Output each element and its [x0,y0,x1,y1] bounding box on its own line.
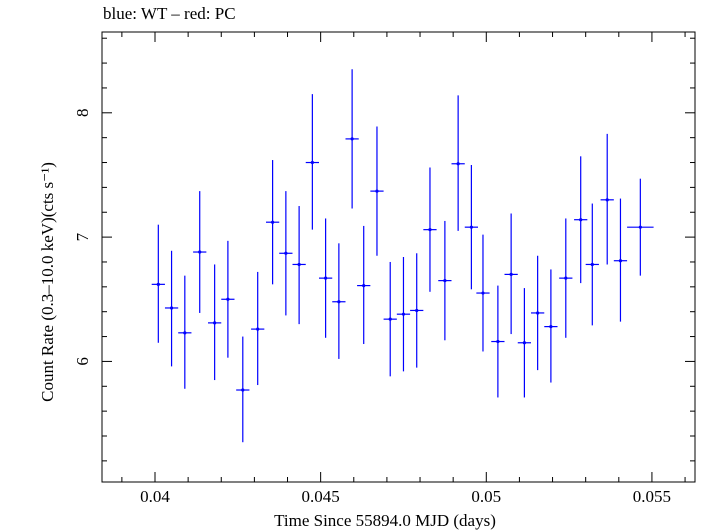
data-point [279,191,293,316]
y-tick-label: 8 [73,109,92,118]
point-marker [156,282,160,286]
point-marker [638,225,642,229]
point-marker [310,160,314,165]
data-point [332,243,346,359]
point-marker [226,297,230,301]
data-point [544,269,558,383]
data-point [357,225,371,345]
point-marker [579,218,583,222]
x-tick-label: 0.04 [140,487,170,506]
data-point [438,220,452,341]
point-marker [375,189,379,193]
point-marker [169,306,174,310]
point-marker [350,137,354,141]
point-marker [241,388,245,392]
point-marker [271,220,275,224]
data-point [164,250,179,367]
point-marker [509,272,513,277]
data-point [464,165,479,290]
data-point [613,198,628,322]
point-marker [324,276,328,280]
point-marker [284,251,288,255]
data-point [559,218,573,338]
point-marker [496,339,500,344]
point-marker [549,325,553,329]
data-point [208,264,222,381]
y-tick-label: 6 [73,357,92,366]
data-point [151,224,165,343]
point-marker [481,291,485,295]
data-point [627,178,654,276]
data-layer [151,69,654,443]
y-axis-label: Count Rate (0.3–10.0 keV)(cts s⁻¹) [38,162,57,402]
data-point [491,285,505,398]
data-point [305,94,319,230]
data-point [236,336,250,443]
data-point [251,271,265,386]
x-tick-label: 0.05 [471,487,501,506]
data-point [531,255,545,371]
x-tick-label: 0.045 [302,487,340,506]
point-marker [297,262,301,267]
axis-layer: 0.04 0.045 0.05 0.055 6 7 8 [73,32,695,506]
data-point [451,95,465,231]
data-point [574,156,588,284]
point-marker [428,228,432,232]
data-point [504,213,518,335]
data-point [396,257,411,372]
data-point [178,275,192,389]
point-marker [256,327,260,331]
data-point [410,253,424,368]
point-marker [198,250,202,254]
point-marker [564,276,568,280]
data-point [318,218,333,338]
point-marker [183,331,187,335]
data-point [423,167,437,292]
point-marker [362,283,366,288]
point-marker [388,317,392,321]
data-point [193,191,207,313]
point-marker [618,259,623,263]
point-marker [590,262,594,267]
point-marker [415,308,419,313]
point-marker [469,225,473,229]
data-point [383,261,397,377]
data-point [600,133,614,265]
point-marker [456,162,460,166]
point-marker [536,311,540,315]
data-point [345,69,359,209]
point-marker [213,321,217,325]
point-marker [605,198,609,202]
plot-frame [101,31,696,483]
data-point [265,160,280,285]
point-marker [401,312,406,316]
data-point [517,288,532,398]
point-marker [522,341,526,345]
point-marker [443,279,447,283]
data-point [476,234,490,352]
data-point [370,126,384,256]
x-tick-label: 0.055 [633,487,671,506]
data-point [585,203,599,326]
point-marker [337,300,341,304]
y-tick-label: 7 [73,232,92,241]
x-axis-label: Time Since 55894.0 MJD (days) [274,511,496,530]
chart-title: blue: WT – red: PC [103,4,236,23]
data-point [221,240,235,358]
data-point [292,206,306,325]
